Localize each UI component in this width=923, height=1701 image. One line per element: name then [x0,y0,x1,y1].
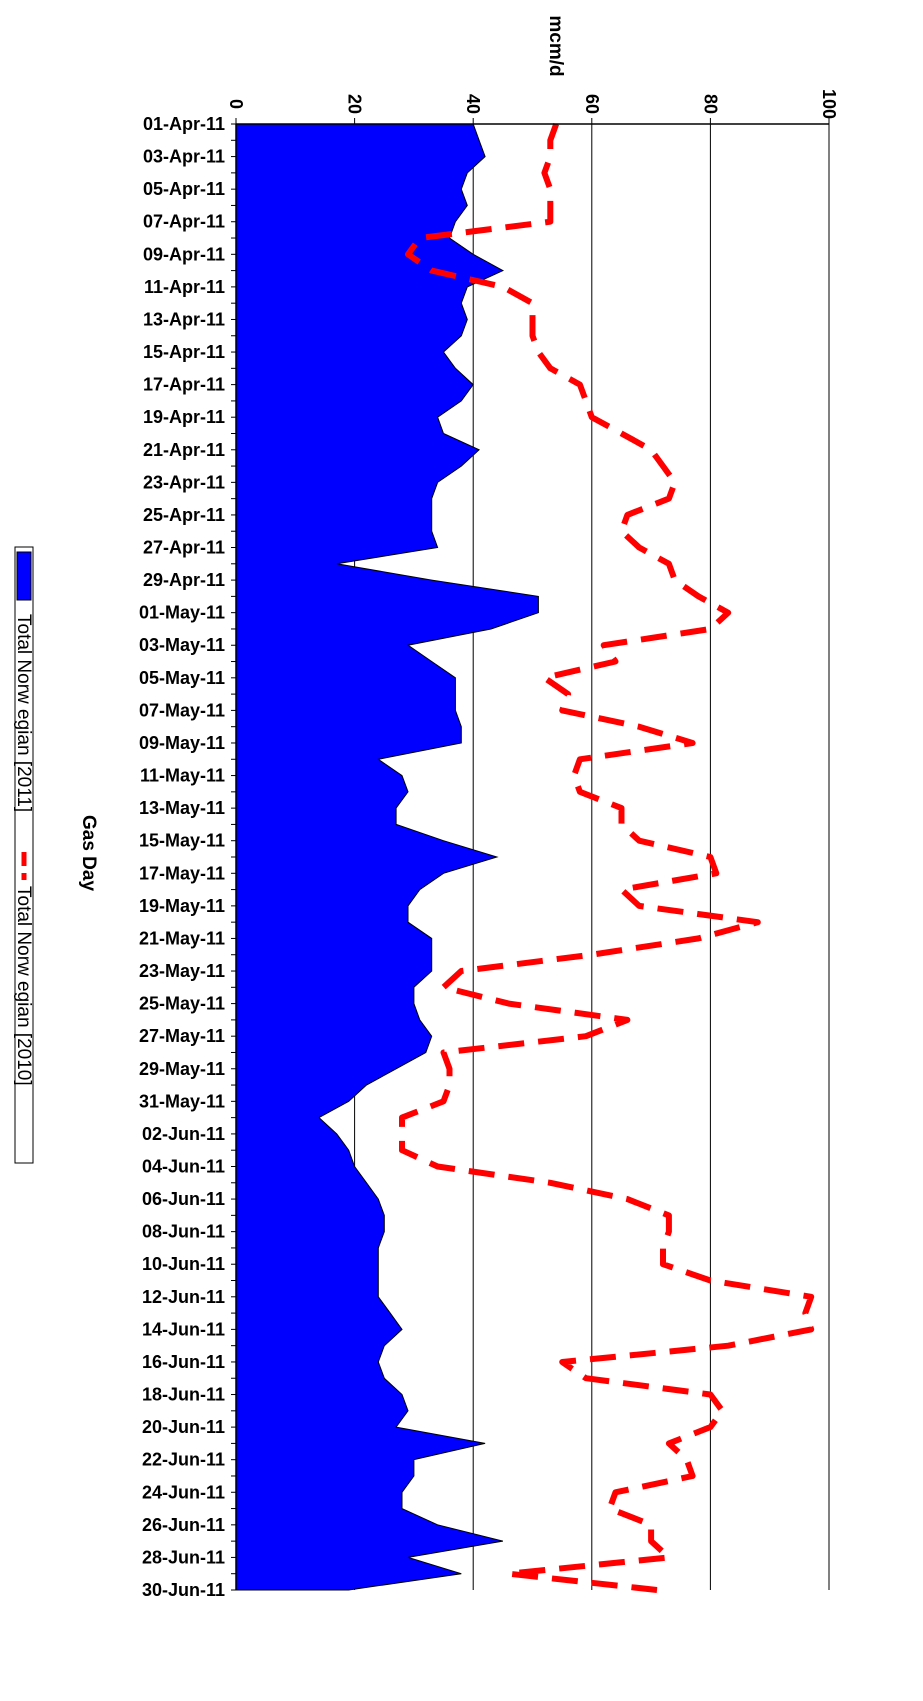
value-axis-title: mcm/d [545,15,566,76]
category-tick-label: 28-Jun-11 [142,1547,225,1567]
category-tick-label: 04-Jun-11 [142,1156,225,1176]
category-tick-label: 06-Jun-11 [142,1189,225,1209]
category-tick-label: 09-Apr-11 [143,244,225,264]
category-tick-label: 03-Apr-11 [143,147,225,167]
category-tick-label: 13-Apr-11 [143,309,225,329]
category-tick-label: 09-May-11 [139,733,225,753]
category-tick-label: 18-Jun-11 [142,1385,225,1405]
category-tick-label: 01-Apr-11 [143,114,225,134]
category-tick-label: 27-Apr-11 [143,538,225,558]
category-tick-label: 21-Apr-11 [143,440,225,460]
value-tick-label: 80 [700,94,720,114]
category-tick-label: 20-Jun-11 [142,1417,225,1437]
category-tick-label: 13-May-11 [139,798,225,818]
category-axis-title: Gas Day [78,815,99,891]
category-tick-label: 25-Apr-11 [143,505,225,525]
category-tick-label: 21-May-11 [139,928,225,948]
plot-area [235,122,830,1593]
category-tick-label: 26-Jun-11 [142,1515,225,1535]
category-tick-label: 29-May-11 [139,1059,225,1079]
legend-label-2011: Total Norw egian [2011] [13,614,34,812]
category-tick-label: 11-Apr-11 [144,277,225,297]
category-tick-label: 17-May-11 [139,863,225,883]
category-tick-label: 15-May-11 [139,831,225,851]
series-2011-area [235,123,539,1591]
legend: Total Norw egian [2011] Total Norw egian… [13,546,34,1164]
category-tick-label: 16-Jun-11 [142,1352,225,1372]
category-tick-label: 15-Apr-11 [143,342,225,362]
category-tick-label: 12-Jun-11 [142,1287,225,1307]
value-tick-label: 60 [582,94,602,114]
category-tick-label: 07-May-11 [139,700,225,720]
category-tick-label: 29-Apr-11 [143,570,225,590]
category-tick-label: 02-Jun-11 [142,1124,225,1144]
category-tick-label: 22-Jun-11 [142,1450,225,1470]
category-tick-label: 30-Jun-11 [142,1580,225,1600]
category-tick-label: 27-May-11 [139,1026,225,1046]
axis-ticks [231,118,830,1591]
category-tick-label: 14-Jun-11 [142,1319,225,1339]
category-tick-label: 05-Apr-11 [143,179,225,199]
category-tick-label: 05-May-11 [139,668,225,688]
category-tick-label: 07-Apr-11 [143,212,225,232]
value-tick-label: 40 [463,94,483,114]
legend-label-2010: Total Norw egian [2010] [13,886,34,1086]
category-tick-label: 19-Apr-11 [143,407,225,427]
category-tick-label: 17-Apr-11 [143,375,225,395]
category-tick-label: 23-May-11 [139,961,225,981]
category-tick-label: 01-May-11 [139,603,225,623]
value-tick-label: 100 [819,89,839,119]
category-tick-label: 08-Jun-11 [142,1222,225,1242]
category-tick-label: 25-May-11 [139,994,225,1014]
category-tick-label: 11-May-11 [140,766,225,786]
value-axis-labels: 0 20 40 60 80 100 [226,89,839,119]
category-tick-label: 03-May-11 [139,635,225,655]
category-axis-labels: 01-Apr-11 03-Apr-11 05-Apr-11 07-Apr-11 09-A… [139,114,225,1600]
category-tick-label: 19-May-11 [139,896,225,916]
category-tick-label: 10-Jun-11 [142,1254,225,1274]
value-tick-label: 0 [226,99,246,109]
category-tick-label: 23-Apr-11 [143,472,225,492]
category-tick-label: 31-May-11 [139,1091,225,1111]
series-2010-line [399,122,815,1593]
legend-swatch-2011 [16,551,32,601]
category-tick-label: 24-Jun-11 [142,1482,225,1502]
value-tick-label: 20 [345,94,365,114]
